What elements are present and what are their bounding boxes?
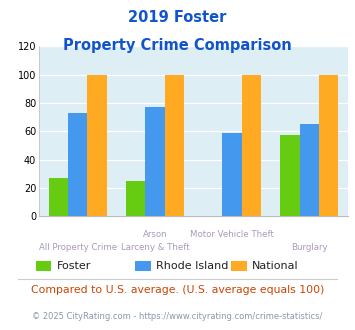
Text: National: National bbox=[252, 261, 299, 271]
Text: Motor Vehicle Theft: Motor Vehicle Theft bbox=[190, 230, 274, 239]
Bar bbox=[164, 75, 184, 216]
Bar bbox=[319, 75, 338, 216]
Bar bbox=[49, 178, 68, 216]
Text: Compared to U.S. average. (U.S. average equals 100): Compared to U.S. average. (U.S. average … bbox=[31, 285, 324, 295]
Text: Arson: Arson bbox=[143, 230, 167, 239]
Text: Burglary: Burglary bbox=[291, 243, 328, 252]
Bar bbox=[223, 133, 242, 216]
Text: Property Crime Comparison: Property Crime Comparison bbox=[63, 38, 292, 53]
Text: Larceny & Theft: Larceny & Theft bbox=[121, 243, 189, 252]
Bar bbox=[87, 75, 106, 216]
Text: © 2025 CityRating.com - https://www.cityrating.com/crime-statistics/: © 2025 CityRating.com - https://www.city… bbox=[32, 312, 323, 321]
Bar bbox=[280, 135, 300, 216]
Text: Foster: Foster bbox=[57, 261, 91, 271]
Bar bbox=[145, 107, 164, 216]
Text: Rhode Island: Rhode Island bbox=[156, 261, 229, 271]
Text: 2019 Foster: 2019 Foster bbox=[128, 10, 227, 25]
Bar bbox=[126, 181, 145, 216]
Text: All Property Crime: All Property Crime bbox=[39, 243, 117, 252]
Bar bbox=[242, 75, 261, 216]
Bar bbox=[68, 113, 87, 216]
Bar bbox=[300, 124, 319, 216]
